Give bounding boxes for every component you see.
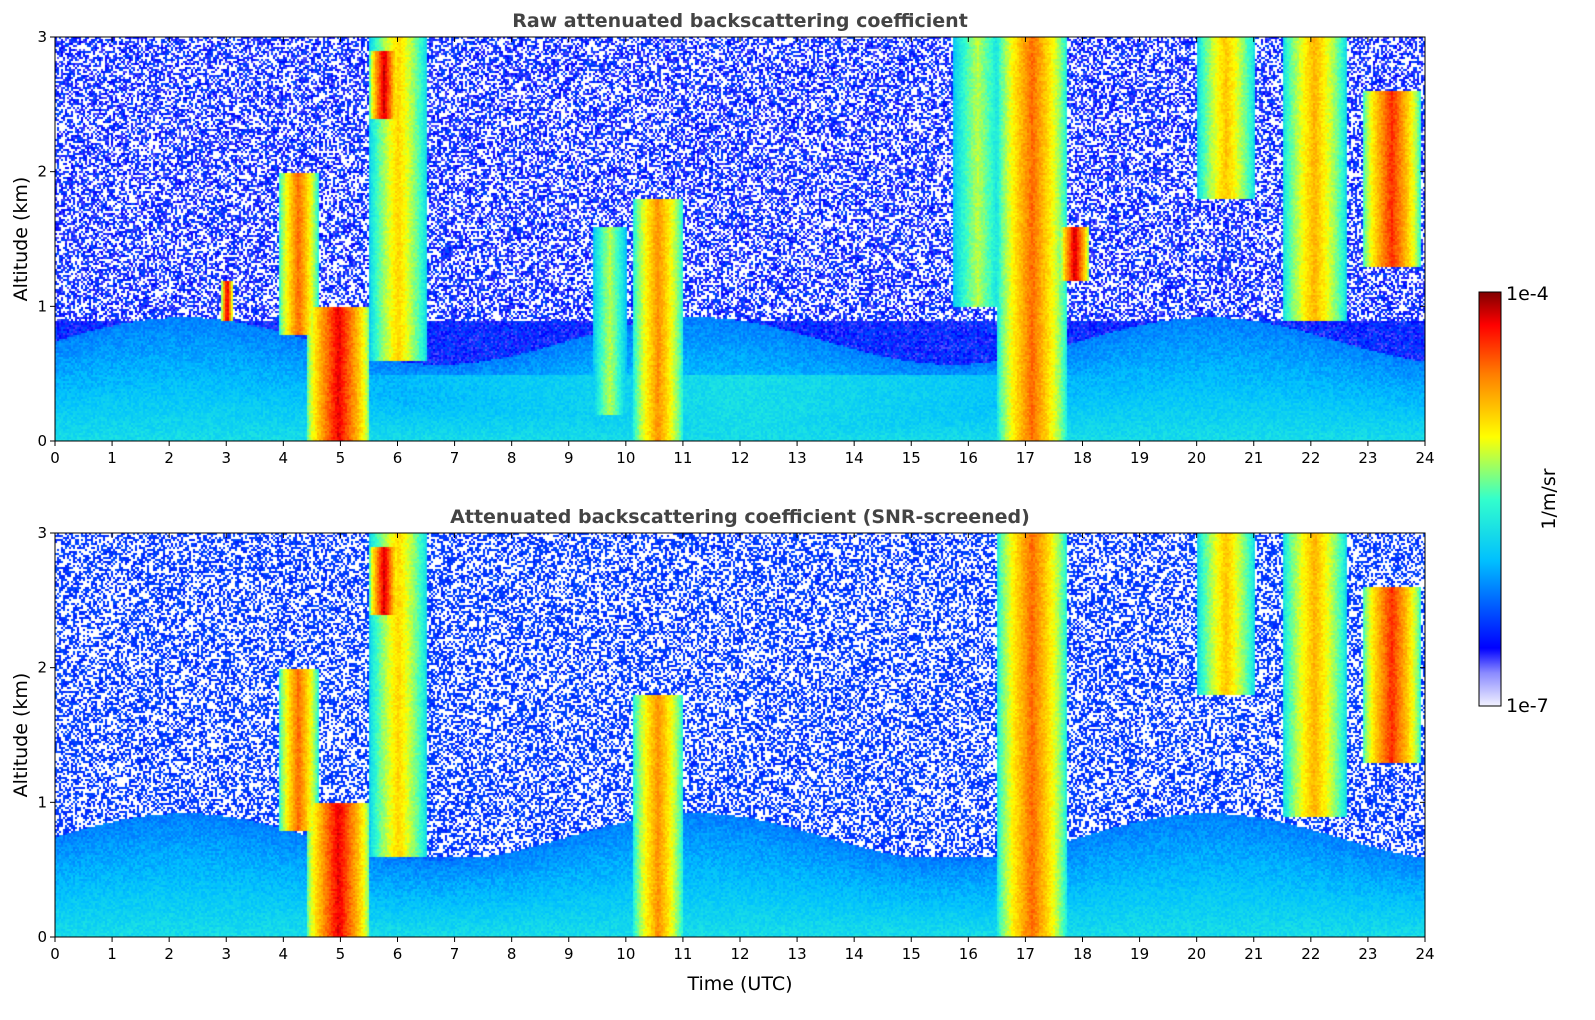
x-tick-label: 21 [1244,945,1263,963]
colorbar-label: 1/m/sr [1538,468,1560,529]
colorbar: 1e-4 1e-7 1/m/sr [1478,283,1560,717]
x-tick-label: 8 [507,449,517,467]
x-tick-label: 22 [1301,449,1320,467]
x-tick-label: 2 [164,945,174,963]
x-tick-label: 13 [788,449,807,467]
x-tick-label: 23 [1358,945,1377,963]
heatmap-area [55,533,1425,937]
x-tick-label: 10 [616,945,635,963]
x-tick-label: 12 [730,945,749,963]
x-tick-label: 1 [107,945,117,963]
x-ticks: 0 1 2 3 4 5 6 7 8 9 10 11 12 13 14 15 16 17 18 19 20 21 22 23 24 [50,37,1435,467]
y-tick-label: 2 [37,659,47,677]
x-tick-label: 17 [1016,945,1035,963]
y-axis-label: Altitude (km) [10,673,32,798]
x-tick-label: 14 [845,449,864,467]
colorbar-min-label: 1e-7 [1506,695,1549,717]
y-ticks: 0 1 2 3 [37,524,1425,946]
y-tick-label: 3 [37,524,47,542]
x-tick-label: 4 [279,449,289,467]
snr-screened-panel: Attenuated backscattering coefficient (S… [10,506,1435,995]
x-tick-label: 18 [1073,449,1092,467]
x-tick-label: 20 [1187,449,1206,467]
x-tick-label: 16 [959,449,978,467]
x-tick-label: 23 [1358,449,1377,467]
y-tick-label: 2 [37,163,47,181]
x-tick-label: 3 [221,449,231,467]
x-tick-label: 17 [1016,449,1035,467]
x-tick-label: 5 [336,449,346,467]
x-axis-label: Time (UTC) [686,973,792,995]
x-tick-label: 19 [1130,945,1149,963]
x-tick-label: 20 [1187,945,1206,963]
x-tick-label: 13 [788,945,807,963]
x-tick-label: 6 [393,945,403,963]
x-tick-label: 15 [902,945,921,963]
y-tick-label: 0 [37,928,47,946]
x-tick-label: 0 [50,449,60,467]
x-tick-label: 1 [107,449,117,467]
x-tick-label: 19 [1130,449,1149,467]
x-tick-label: 4 [279,945,289,963]
x-tick-label: 3 [221,945,231,963]
x-tick-label: 11 [673,945,692,963]
x-ticks: 0 1 2 3 4 5 6 7 8 9 10 11 12 13 14 15 16 17 18 19 20 21 22 23 24 [50,533,1435,963]
x-tick-label: 21 [1244,449,1263,467]
y-tick-label: 3 [37,28,47,46]
x-tick-label: 24 [1415,449,1434,467]
x-tick-label: 12 [730,449,749,467]
x-tick-label: 9 [564,449,574,467]
x-tick-label: 11 [673,449,692,467]
x-tick-label: 6 [393,449,403,467]
x-tick-label: 0 [50,945,60,963]
colorbar-max-label: 1e-4 [1506,283,1549,305]
x-tick-label: 5 [336,945,346,963]
x-tick-label: 10 [616,449,635,467]
x-tick-label: 14 [845,945,864,963]
x-tick-label: 7 [450,449,460,467]
x-tick-label: 9 [564,945,574,963]
raw-backscatter-panel: Raw attenuated backscattering coefficien… [10,10,1435,467]
y-tick-label: 0 [37,432,47,450]
colorbar-gradient [1478,291,1502,707]
x-tick-label: 8 [507,945,517,963]
panel-title: Raw attenuated backscattering coefficien… [512,10,968,32]
x-tick-label: 15 [902,449,921,467]
x-tick-label: 16 [959,945,978,963]
x-tick-label: 2 [164,449,174,467]
x-tick-label: 24 [1415,945,1434,963]
heatmap-area [55,37,1425,441]
panel-title: Attenuated backscattering coefficient (S… [450,506,1030,528]
x-tick-label: 22 [1301,945,1320,963]
y-ticks: 0 1 2 3 [37,28,1425,450]
y-tick-label: 1 [37,793,47,811]
y-axis-label: Altitude (km) [10,177,32,302]
y-tick-label: 1 [37,297,47,315]
x-tick-label: 18 [1073,945,1092,963]
x-tick-label: 7 [450,945,460,963]
